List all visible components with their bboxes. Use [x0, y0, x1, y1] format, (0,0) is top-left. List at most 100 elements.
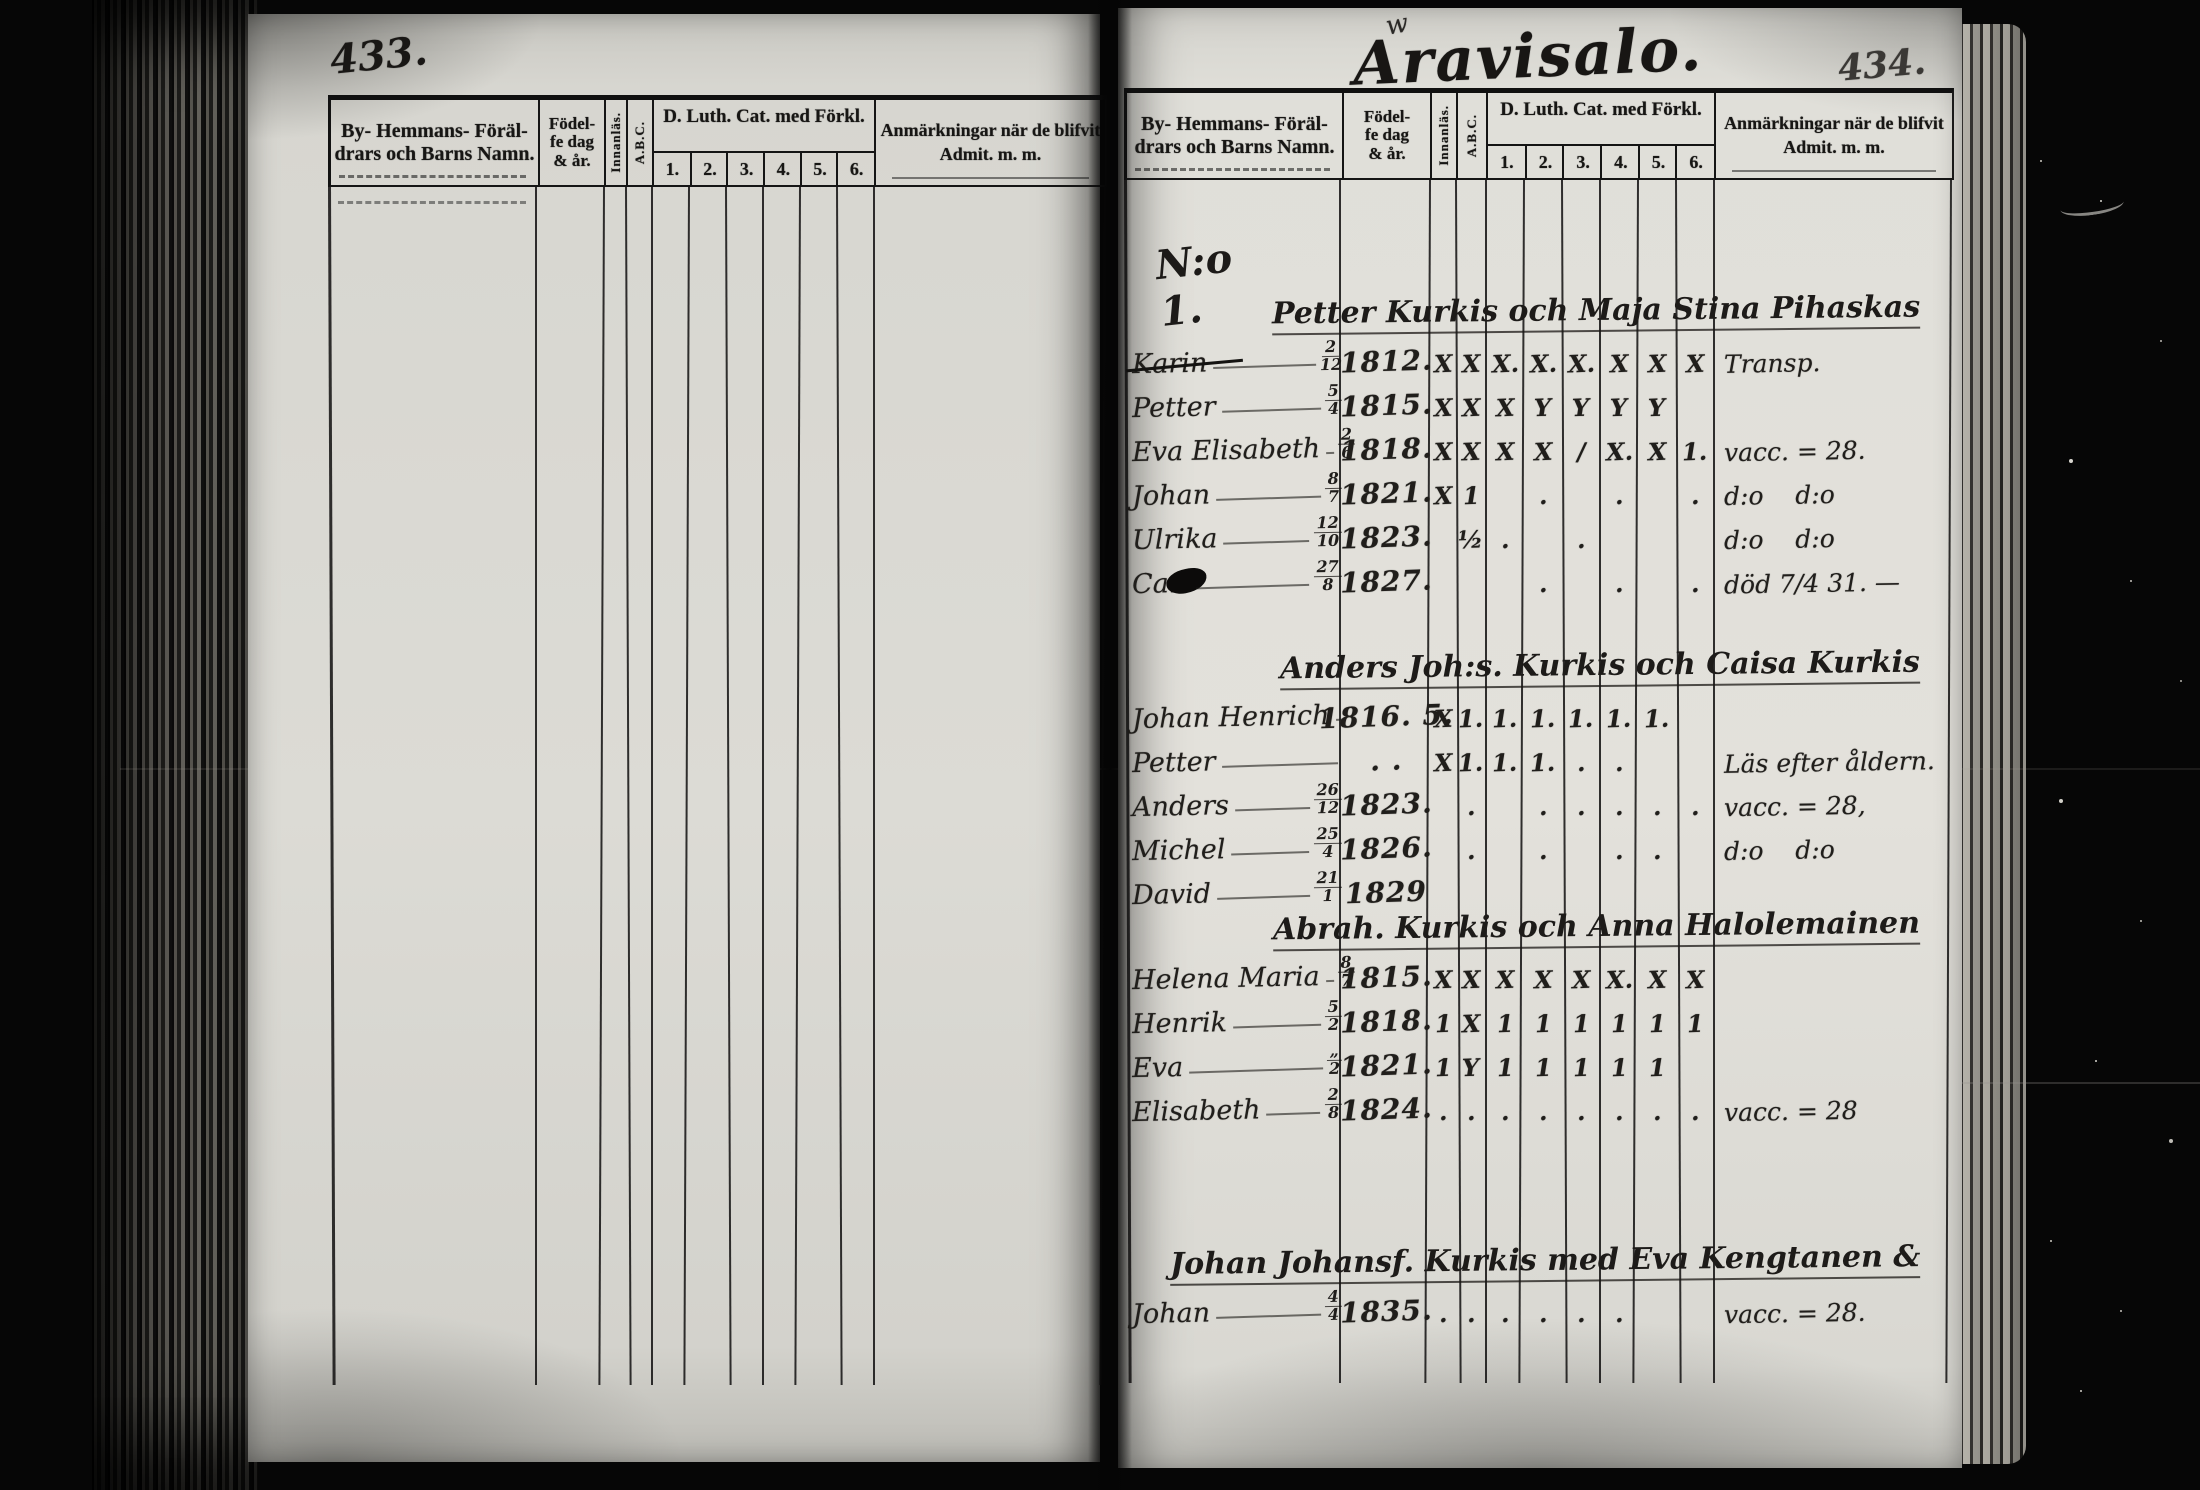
book-spine-page-edges — [92, 0, 258, 1490]
header-abc-label: A.B.C. — [632, 120, 647, 165]
catechism-mark: X — [1533, 436, 1553, 467]
child-name: Eva — [1131, 1052, 1184, 1085]
catechism-mark: 1 — [1434, 1008, 1452, 1039]
catechism-mark: . — [1576, 791, 1586, 822]
mark-cell: . — [1676, 569, 1714, 598]
catechism-mark: 1 — [1648, 1008, 1666, 1039]
catechism-mark: ½ — [1457, 524, 1485, 555]
mark-cell: X — [1638, 436, 1676, 467]
family-title: Petter Kurkis och Maja Stina Pihaskas — [1271, 289, 1921, 336]
catechism-mark: 1 — [1434, 1052, 1452, 1083]
year-cell: 1823. — [1339, 519, 1433, 556]
header-abc-column: A.B.C. — [626, 100, 652, 185]
table-header-left: By- Hemmans- Föräl- drars och Barns Namn… — [328, 95, 1107, 187]
birth-year: 1823. — [1339, 519, 1433, 556]
catechism-mark: 1 — [1496, 1052, 1514, 1083]
catechism-mark: . — [1466, 835, 1476, 866]
year-cell: 1815. — [1339, 387, 1433, 423]
header-abc-column: A.B.C. — [1456, 93, 1486, 178]
catechism-mark: . — [1614, 747, 1624, 778]
catechism-mark: . — [1538, 480, 1548, 511]
mark-cell: X — [1456, 437, 1486, 467]
mark-cell: X — [1430, 392, 1456, 423]
catechism-mark: . — [1614, 480, 1624, 511]
catechism-mark: 1. — [1567, 703, 1595, 734]
catechism-mark: . — [1500, 524, 1510, 555]
column-rule-line — [1713, 180, 1715, 1383]
year-cell: 1818. — [1339, 1003, 1433, 1039]
catechism-col-5: 5. — [1637, 146, 1678, 178]
catechism-mark: . — [1614, 1298, 1624, 1329]
name-cell: Petter — [1124, 744, 1343, 780]
name-cell: Helena Maria 8 7 — [1124, 953, 1355, 996]
mark-cell: 1 — [1524, 1053, 1562, 1083]
mark-cell: X — [1430, 704, 1456, 734]
birth-year: 1826. — [1339, 830, 1433, 867]
birth-year: 1824. — [1339, 1091, 1433, 1128]
catechism-mark: 1. — [1491, 703, 1519, 734]
catechism-mark: . — [1538, 1096, 1548, 1127]
mark-cell: 1. — [1676, 436, 1714, 467]
header-catechism-numbers: 1. 2. 3. 4. 5. 6. — [654, 151, 874, 185]
catechism-mark: X — [1647, 436, 1667, 467]
family-number: N:o 1. — [1153, 234, 1235, 336]
header-catechism-title: D. Luth. Cat. med Förkl. — [1500, 99, 1702, 120]
mark-cell: . — [1524, 792, 1562, 821]
ruled-guide-line — [338, 201, 526, 204]
remark-note: död 7/4 31. — — [1723, 567, 1901, 600]
name-lead-line — [1326, 451, 1335, 455]
mark-cell: Y — [1456, 1053, 1486, 1083]
catechism-mark: X — [1433, 480, 1453, 511]
mark-cell: . — [1600, 1097, 1638, 1126]
families-layer: N:o 1. Petter Kurkis och Maja Stina Pihas… — [1124, 180, 1954, 1480]
mark-cell: 1. — [1562, 703, 1600, 734]
record-row: Petter. . X 1. 1. 1... Läs efter åldern. — [1124, 737, 1954, 780]
mark-cell: X — [1430, 437, 1456, 467]
note-cell: Transp. — [1714, 348, 1952, 379]
name-lead-line — [1325, 979, 1334, 983]
birth-month: 4 — [1322, 842, 1334, 862]
birth-day-month: 25 4 — [1313, 824, 1342, 862]
mark-cell: X — [1430, 349, 1456, 379]
year-cell: 1824. — [1339, 1091, 1433, 1128]
record-row: Helena Maria 8 7 1815. X X X X X X. X X — [1124, 953, 1954, 996]
family-title: Johan Johansf. Kurkis med Eva Kengtanen … — [1169, 1239, 1921, 1286]
mark-cell: 1. — [1638, 704, 1676, 734]
birth-year: 1827. — [1339, 563, 1433, 600]
mark-cell: . — [1600, 1299, 1638, 1328]
mark-cell: . — [1524, 481, 1562, 510]
header-birth-column: Födel- fe dag & år. — [1342, 93, 1430, 178]
catechism-mark: X — [1461, 348, 1481, 379]
catechism-mark: . — [1500, 1096, 1510, 1127]
catechism-col-6: 6. — [1675, 146, 1714, 178]
mark-cell: . — [1456, 1299, 1486, 1328]
catechism-mark: . — [1690, 791, 1700, 822]
scratch-line — [1962, 1082, 2200, 1084]
mark-cell: X — [1486, 437, 1524, 467]
mark-cell: . — [1486, 1097, 1524, 1126]
column-rule-line — [836, 186, 843, 1385]
catechism-mark: . — [1576, 1298, 1586, 1329]
catechism-mark: 1. — [1681, 436, 1709, 467]
birth-year: 1821. — [1339, 475, 1433, 512]
mark-cell: . — [1430, 1097, 1456, 1126]
record-row: Carl 27 8 1827.... död 7/4 31. — — [1124, 557, 1954, 600]
catechism-mark: . — [1538, 835, 1548, 866]
header-remarks-line1: Anmärkningar när de blifvit — [1724, 113, 1944, 134]
catechism-mark: X. — [1529, 348, 1557, 379]
catechism-mark: 1 — [1686, 1008, 1704, 1039]
birth-month: 8 — [1322, 575, 1334, 595]
header-birth-column: Födel- fe dag & år. — [538, 100, 604, 185]
column-rule-line — [625, 186, 632, 1385]
record-table-left: By- Hemmans- Föräl- drars och Barns Namn… — [328, 95, 1107, 1391]
record-row: Eva Elisabeth 2 6 1818. X X X X / X. X 1. vacc. = 28… — [1124, 425, 1954, 468]
catechism-mark: X — [1433, 392, 1453, 423]
mark-cell: X — [1456, 348, 1486, 379]
mark-cell: X — [1524, 965, 1562, 995]
mark-cell: . — [1638, 836, 1676, 865]
mark-cell: 1 — [1524, 1009, 1562, 1039]
name-lead-line — [1235, 807, 1310, 812]
record-row: Petter 5 4 1815. X X X Y Y Y Y — [1124, 381, 1954, 424]
catechism-mark: . — [1538, 791, 1548, 822]
catechism-mark: / — [1576, 436, 1586, 467]
